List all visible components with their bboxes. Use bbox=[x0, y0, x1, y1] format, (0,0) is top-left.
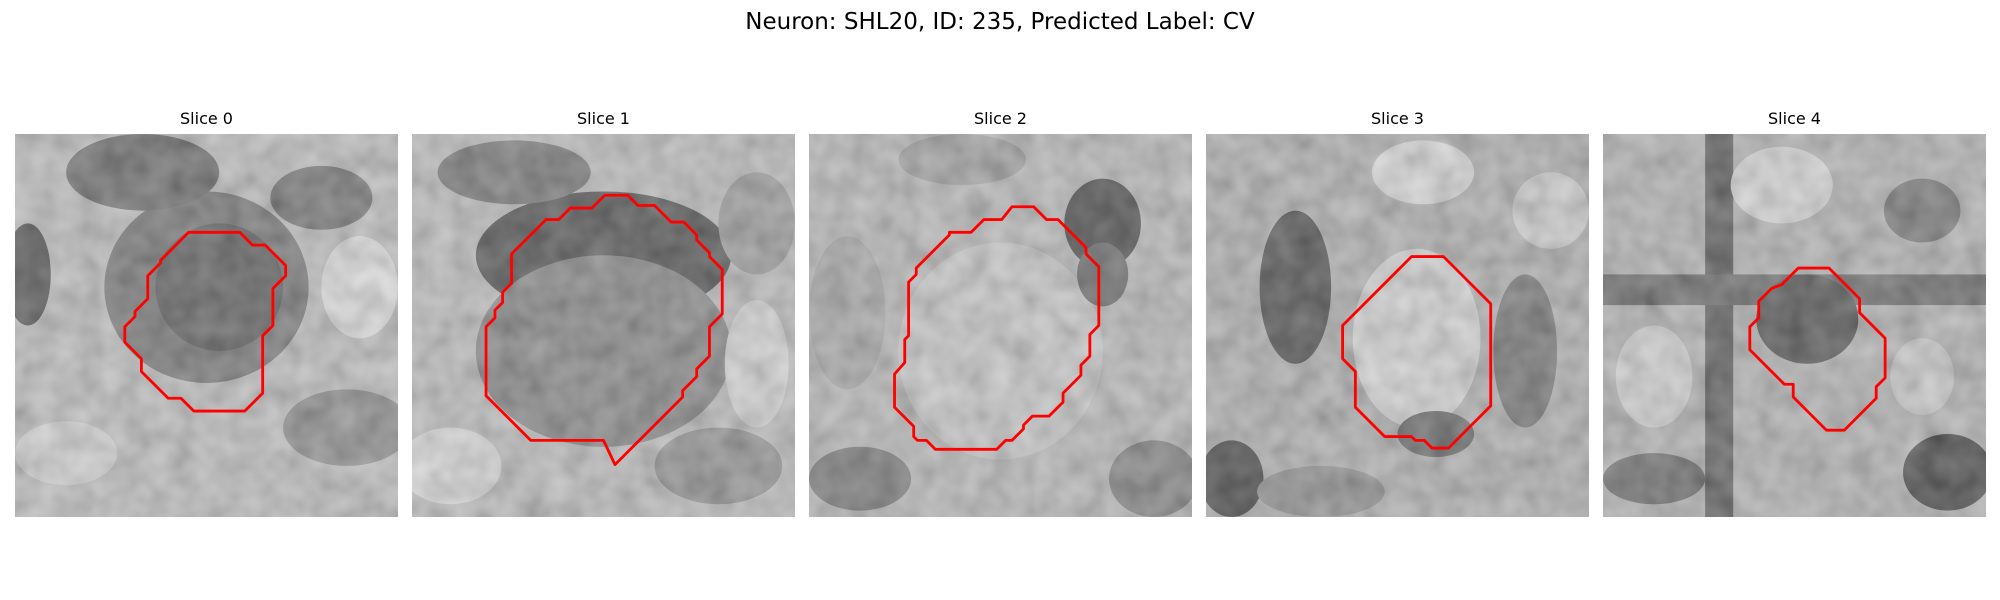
roi-contour-3 bbox=[1341, 255, 1493, 450]
slice-title-1: Slice 1 bbox=[577, 109, 630, 128]
slice-panel-0: Slice 0 bbox=[15, 108, 398, 538]
slice-title-4: Slice 4 bbox=[1768, 109, 1821, 128]
slice-title-2: Slice 2 bbox=[974, 109, 1027, 128]
slice-image-2 bbox=[809, 134, 1192, 517]
slice-panel-4: Slice 4 bbox=[1603, 108, 1986, 538]
roi-contour-4 bbox=[1748, 266, 1887, 432]
slice-panel-3: Slice 3 bbox=[1206, 108, 1589, 538]
slice-title-3: Slice 3 bbox=[1371, 109, 1424, 128]
roi-contour-0 bbox=[123, 230, 288, 413]
roi-contour-1 bbox=[484, 193, 724, 467]
slice-image-0 bbox=[15, 134, 398, 517]
roi-contour-2 bbox=[893, 205, 1101, 451]
slice-panel-1: Slice 1 bbox=[412, 108, 795, 538]
slice-image-3 bbox=[1206, 134, 1589, 517]
figure-title: Neuron: SHL20, ID: 235, Predicted Label:… bbox=[745, 9, 1255, 35]
slice-image-4 bbox=[1603, 134, 1986, 517]
slice-panel-2: Slice 2 bbox=[809, 108, 1192, 538]
slice-title-0: Slice 0 bbox=[180, 109, 233, 128]
slice-image-1 bbox=[412, 134, 795, 517]
